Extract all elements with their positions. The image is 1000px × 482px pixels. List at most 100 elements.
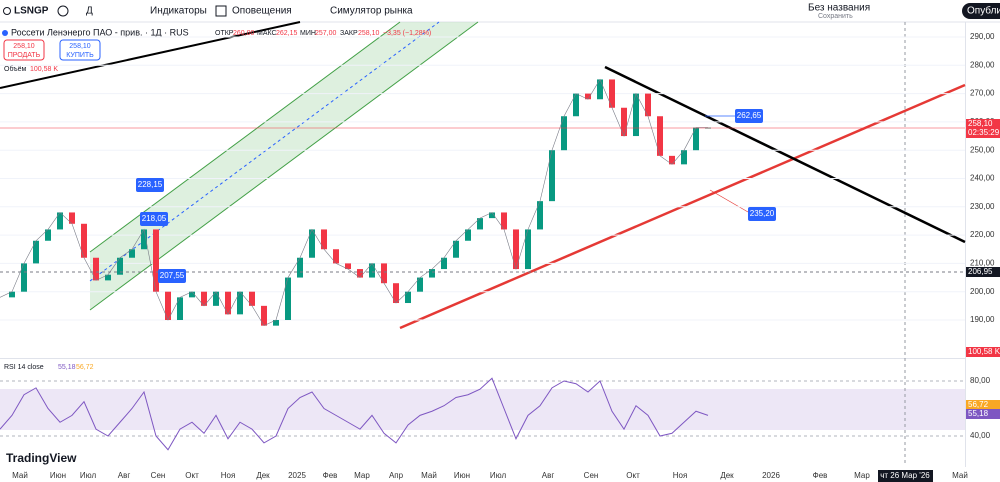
buy-price[interactable]: 258,10 (69, 43, 91, 50)
time-label: Авг (542, 471, 555, 480)
toolbar (0, 0, 1000, 22)
time-label: Окт (626, 471, 640, 480)
time-label: Июн (50, 471, 66, 480)
ohlc-label: МАКС (257, 30, 277, 37)
candle (201, 291, 207, 306)
price-tick-label: 250,00 (970, 145, 995, 154)
price-tick-label: 210,00 (970, 259, 995, 268)
annotation: 218,05 (142, 214, 167, 223)
price-badge-label: 55,18 (968, 409, 989, 418)
candle (93, 257, 99, 281)
rsi-band (0, 389, 965, 430)
candle (321, 229, 327, 250)
saved: Сохранить (818, 13, 853, 20)
time-label: Июл (490, 471, 507, 480)
candle (609, 79, 615, 108)
buy-button[interactable] (59, 39, 101, 61)
candle (249, 291, 255, 306)
candle (441, 257, 447, 270)
candle (561, 116, 567, 151)
candle (537, 201, 543, 230)
price-badge (966, 267, 1000, 277)
candle (309, 229, 315, 258)
price-badge-label: 100,58 K (968, 347, 1000, 356)
layouts-icon[interactable] (215, 5, 227, 17)
publish[interactable]: Опубликовать (967, 5, 1000, 17)
indicators[interactable]: Индикаторы (150, 6, 207, 17)
candle (189, 291, 195, 298)
time-label: Май (421, 471, 437, 480)
candle (501, 212, 507, 230)
replay[interactable]: Симулятор рынка (330, 6, 413, 17)
price-tick-label: 240,00 (970, 174, 995, 183)
sell[interactable]: ПРОДАТЬ (8, 52, 41, 59)
interval[interactable]: Д (86, 6, 93, 17)
ohlc-value: 257,00 (315, 30, 337, 37)
symbol[interactable]: LSNGP (14, 6, 49, 17)
time-label: Май (12, 471, 28, 480)
publish-button[interactable] (962, 3, 1000, 19)
candle (237, 291, 243, 315)
rsi-value: 55,18 (58, 364, 76, 371)
resistance-line[interactable] (604, 65, 966, 244)
candle (693, 127, 699, 151)
annotation-badge (748, 207, 776, 221)
candle (393, 283, 399, 304)
candle (525, 229, 531, 270)
annotation: 207,55 (160, 271, 185, 280)
time-label: чт 26 Мар '26 (880, 471, 930, 480)
ohlc-label: ОТКР (215, 30, 234, 37)
alerts[interactable]: Оповещения (232, 6, 292, 17)
time-label: Июл (80, 471, 97, 480)
candle (657, 116, 663, 156)
rsi-tick-label: 40,00 (970, 431, 991, 440)
time-label: Ноя (673, 471, 688, 480)
candle (669, 155, 675, 165)
add-symbol[interactable] (57, 5, 69, 17)
buy[interactable]: КУПИТЬ (66, 52, 94, 59)
time-label: Сен (151, 471, 166, 480)
price-badge-label: 02:35:29 (968, 128, 1000, 137)
price-badge-label: 206,95 (968, 267, 993, 276)
candle (213, 291, 219, 306)
time-label: Апр (389, 471, 404, 480)
candle (177, 297, 183, 320)
candle (405, 291, 411, 304)
candle (645, 93, 651, 117)
candle (129, 249, 135, 258)
candle (477, 218, 483, 230)
annotation-badge (136, 178, 164, 192)
sell-button[interactable] (3, 39, 45, 61)
price-tick-label: 280,00 (970, 60, 995, 69)
candle (633, 93, 639, 137)
candle (285, 277, 291, 320)
annotation: 235,20 (750, 209, 775, 218)
candle (549, 150, 555, 202)
price-tick-label: 290,00 (970, 32, 995, 41)
ohlc-label: МИН (300, 30, 316, 37)
search-icon[interactable] (3, 7, 11, 15)
time-label: Окт (185, 471, 199, 480)
rsi-label: RSI 14 close (4, 364, 44, 371)
candle (21, 263, 27, 292)
brand[interactable]: TradingView (6, 451, 77, 465)
price-badge-label: 56,72 (968, 400, 989, 409)
price-badge (966, 400, 1000, 410)
channel-top[interactable] (89, 21, 401, 253)
trendline-old[interactable] (0, 21, 301, 89)
annotation-badge (158, 269, 186, 283)
time-label: Ноя (221, 471, 236, 480)
candle (225, 291, 231, 315)
time-label: Авг (118, 471, 131, 480)
time-label: Июн (454, 471, 470, 480)
price-badge (966, 128, 1000, 138)
layout-name[interactable]: Без названия (808, 3, 870, 14)
annotation-badge (735, 109, 763, 123)
volume: 100,58 K (30, 66, 58, 73)
candle (681, 150, 687, 165)
sell-price[interactable]: 258,10 (13, 43, 35, 50)
instrument: Россети Ленэнерго ПАО - прив. · 1Д · RUS (11, 27, 189, 37)
candle (81, 223, 87, 258)
